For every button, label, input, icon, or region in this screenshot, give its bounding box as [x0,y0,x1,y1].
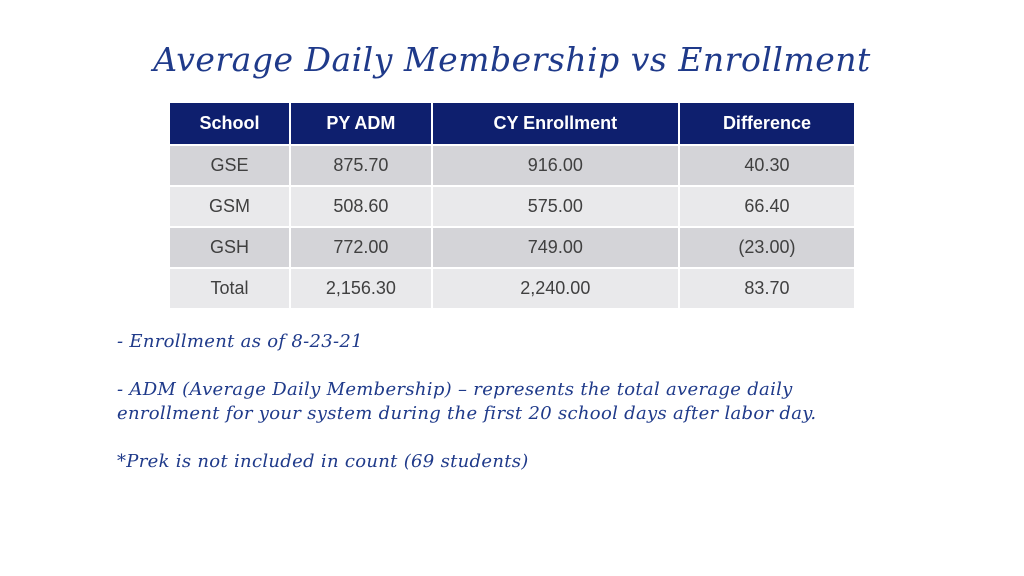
cell-py-adm: 875.70 [289,144,433,186]
cell-difference: 66.40 [678,185,854,227]
cell-difference: 83.70 [678,267,854,308]
header-cy-enrollment: CY Enrollment [431,103,680,145]
cell-cy-enrollment: 916.00 [431,144,680,186]
cell-school: GSE [170,144,291,186]
cell-school: GSM [170,185,291,227]
cell-py-adm: 772.00 [289,226,433,268]
header-school: School [170,103,291,145]
cell-py-adm: 2,156.30 [289,267,433,308]
cell-cy-enrollment: 749.00 [431,226,680,268]
adm-table: School PY ADM CY Enrollment Difference G… [170,103,854,308]
note-adm-definition: - ADM (Average Daily Membership) – repre… [117,378,917,426]
note-adm-line-1: - ADM (Average Daily Membership) – repre… [117,379,793,400]
cell-difference: 40.30 [678,144,854,186]
table-row: GSM 508.60 575.00 66.40 [170,185,854,227]
cell-cy-enrollment: 2,240.00 [431,267,680,308]
note-adm-line-2: enrollment for your system during the fi… [117,403,817,424]
header-py-adm: PY ADM [289,103,433,145]
cell-school: Total [170,267,291,308]
table-row-total: Total 2,156.30 2,240.00 83.70 [170,267,854,308]
table-row: GSH 772.00 749.00 (23.00) [170,226,854,268]
notes: - Enrollment as of 8-23-21 - ADM (Averag… [117,330,917,474]
cell-difference: (23.00) [678,226,854,268]
table-header-row: School PY ADM CY Enrollment Difference [170,103,854,145]
cell-py-adm: 508.60 [289,185,433,227]
table-row: GSE 875.70 916.00 40.30 [170,144,854,186]
note-enrollment-date: - Enrollment as of 8-23-21 [117,331,363,352]
header-difference: Difference [678,103,854,145]
note-prek: *Prek is not included in count (69 stude… [117,451,529,472]
cell-school: GSH [170,226,291,268]
cell-cy-enrollment: 575.00 [431,185,680,227]
page-title: Average Daily Membership vs Enrollment [153,40,871,79]
